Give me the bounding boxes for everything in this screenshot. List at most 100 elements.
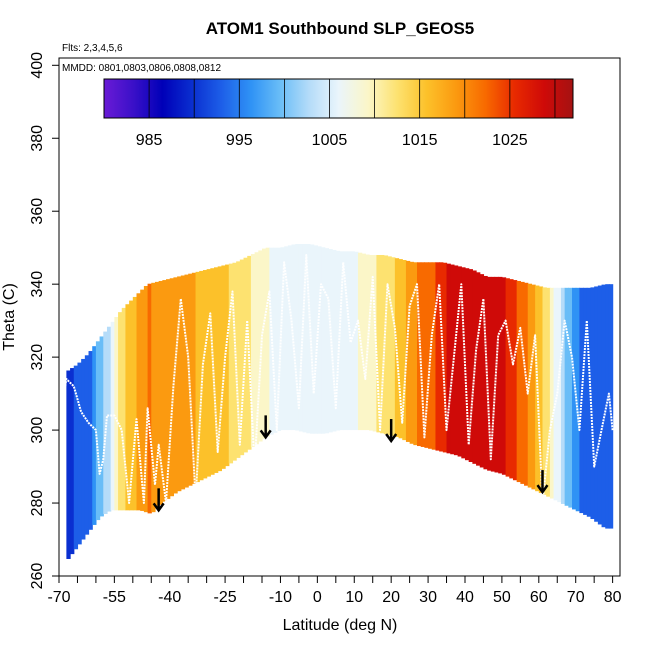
y-tick-label: 340 [29,271,46,298]
x-tick-label: -25 [214,589,237,606]
arrow-head [152,502,165,513]
down-arrow-marker [385,419,398,444]
heatmap-column [321,247,326,434]
heatmap-column [239,259,245,456]
x-tick-label: 20 [382,589,400,606]
heatmap-column [597,285,603,525]
heatmap-column [73,365,79,550]
heatmap-column [398,259,403,439]
heatmap-column [147,283,152,514]
heatmap-column [302,244,307,433]
heatmap-column [431,262,437,450]
heatmap-column [214,267,219,473]
heatmap-column [501,277,507,475]
y-tick-label: 380 [29,125,46,152]
heatmap-column [221,265,226,469]
colorbar-tick-label: 995 [226,132,253,149]
heatmap-column [346,251,352,431]
heatmap-column [527,283,533,488]
heatmap-column [254,252,259,445]
heatmap-column [114,317,119,511]
heatmap-column [350,251,355,431]
colorbar-fill [104,79,573,118]
heatmap-column [92,346,97,525]
heatmap-column [110,321,115,511]
heatmap-column [280,247,285,431]
heatmap-column [409,261,414,444]
heatmap-column [184,274,189,488]
heatmap-column [439,262,444,452]
heatmap-column [376,254,381,433]
heatmap-column [180,275,186,490]
colorbar-tick-labels: 985 995 1005 1015 1025 [136,132,528,149]
heatmap-column [516,280,521,483]
x-tick-label: 70 [567,589,585,606]
heatmap-column [476,272,481,466]
heatmap-column [383,255,389,435]
heatmap-column [125,304,130,511]
heatmap-column [405,260,411,442]
down-arrow-marker [259,415,272,440]
heatmap-column [317,246,322,434]
heatmap-column [258,250,263,442]
heatmap-column [553,287,558,501]
arrow-head [385,433,398,444]
arrow-markers [152,415,549,513]
heatmap-column [335,250,341,431]
heatmap-column [118,312,123,511]
colorbar-border [103,78,574,119]
heatmap-column [88,351,93,530]
heatmap-column [417,262,422,447]
heatmap-column [531,284,536,490]
arrow-head [536,484,549,495]
heatmap-column [446,263,451,454]
heatmap-column [81,358,86,540]
x-tick-label: 40 [456,589,474,606]
heatmap-column [332,249,337,432]
heatmap-column [313,245,318,434]
heatmap-column [99,336,104,517]
heatmap-column [369,254,374,431]
heatmap-column [339,251,344,431]
x-tick-label: -10 [269,589,292,606]
x-tick-label: -40 [158,589,181,606]
heatmap-column [177,276,182,492]
heatmap-column [542,287,547,495]
heatmap-column [402,260,407,441]
heatmap-column [295,244,300,431]
colorbar-tick-label: 1025 [492,132,528,149]
heatmap-column [195,271,200,483]
arrow-head [259,429,272,440]
heatmap-column [538,286,544,494]
heatmap-column [309,244,315,434]
heatmap-column [483,275,488,470]
chart-title: ATOM1 Southbound SLP_GEOS5 [206,19,475,38]
heatmap-column [70,368,75,555]
heatmap-column [169,278,175,497]
heatmap-column [435,262,440,451]
heatmap-column [202,270,208,479]
heatmap-column [590,287,595,520]
x-tick-label: -55 [103,589,126,606]
heatmap-column [453,265,459,456]
heatmap-cells [66,244,614,559]
heatmap-column [151,282,156,513]
y-tick-label: 300 [29,417,46,444]
heatmap-column [95,341,101,521]
heatmap-column [276,247,282,431]
heatmap-column [372,254,378,432]
x-tick-label: 10 [345,589,363,606]
heatmap-column [450,264,455,455]
colorbar [103,78,574,119]
heatmap-column [428,262,433,449]
heatmap-column [269,247,274,435]
heatmap-column [173,277,178,494]
heatmap-column [166,279,171,499]
flight-path-trace [61,254,614,504]
heatmap-column [324,248,330,434]
heatmap-column [343,251,348,431]
y-axis-label: Theta (C) [1,283,18,351]
x-tick-label: 0 [313,589,322,606]
heatmap-column [191,272,197,484]
